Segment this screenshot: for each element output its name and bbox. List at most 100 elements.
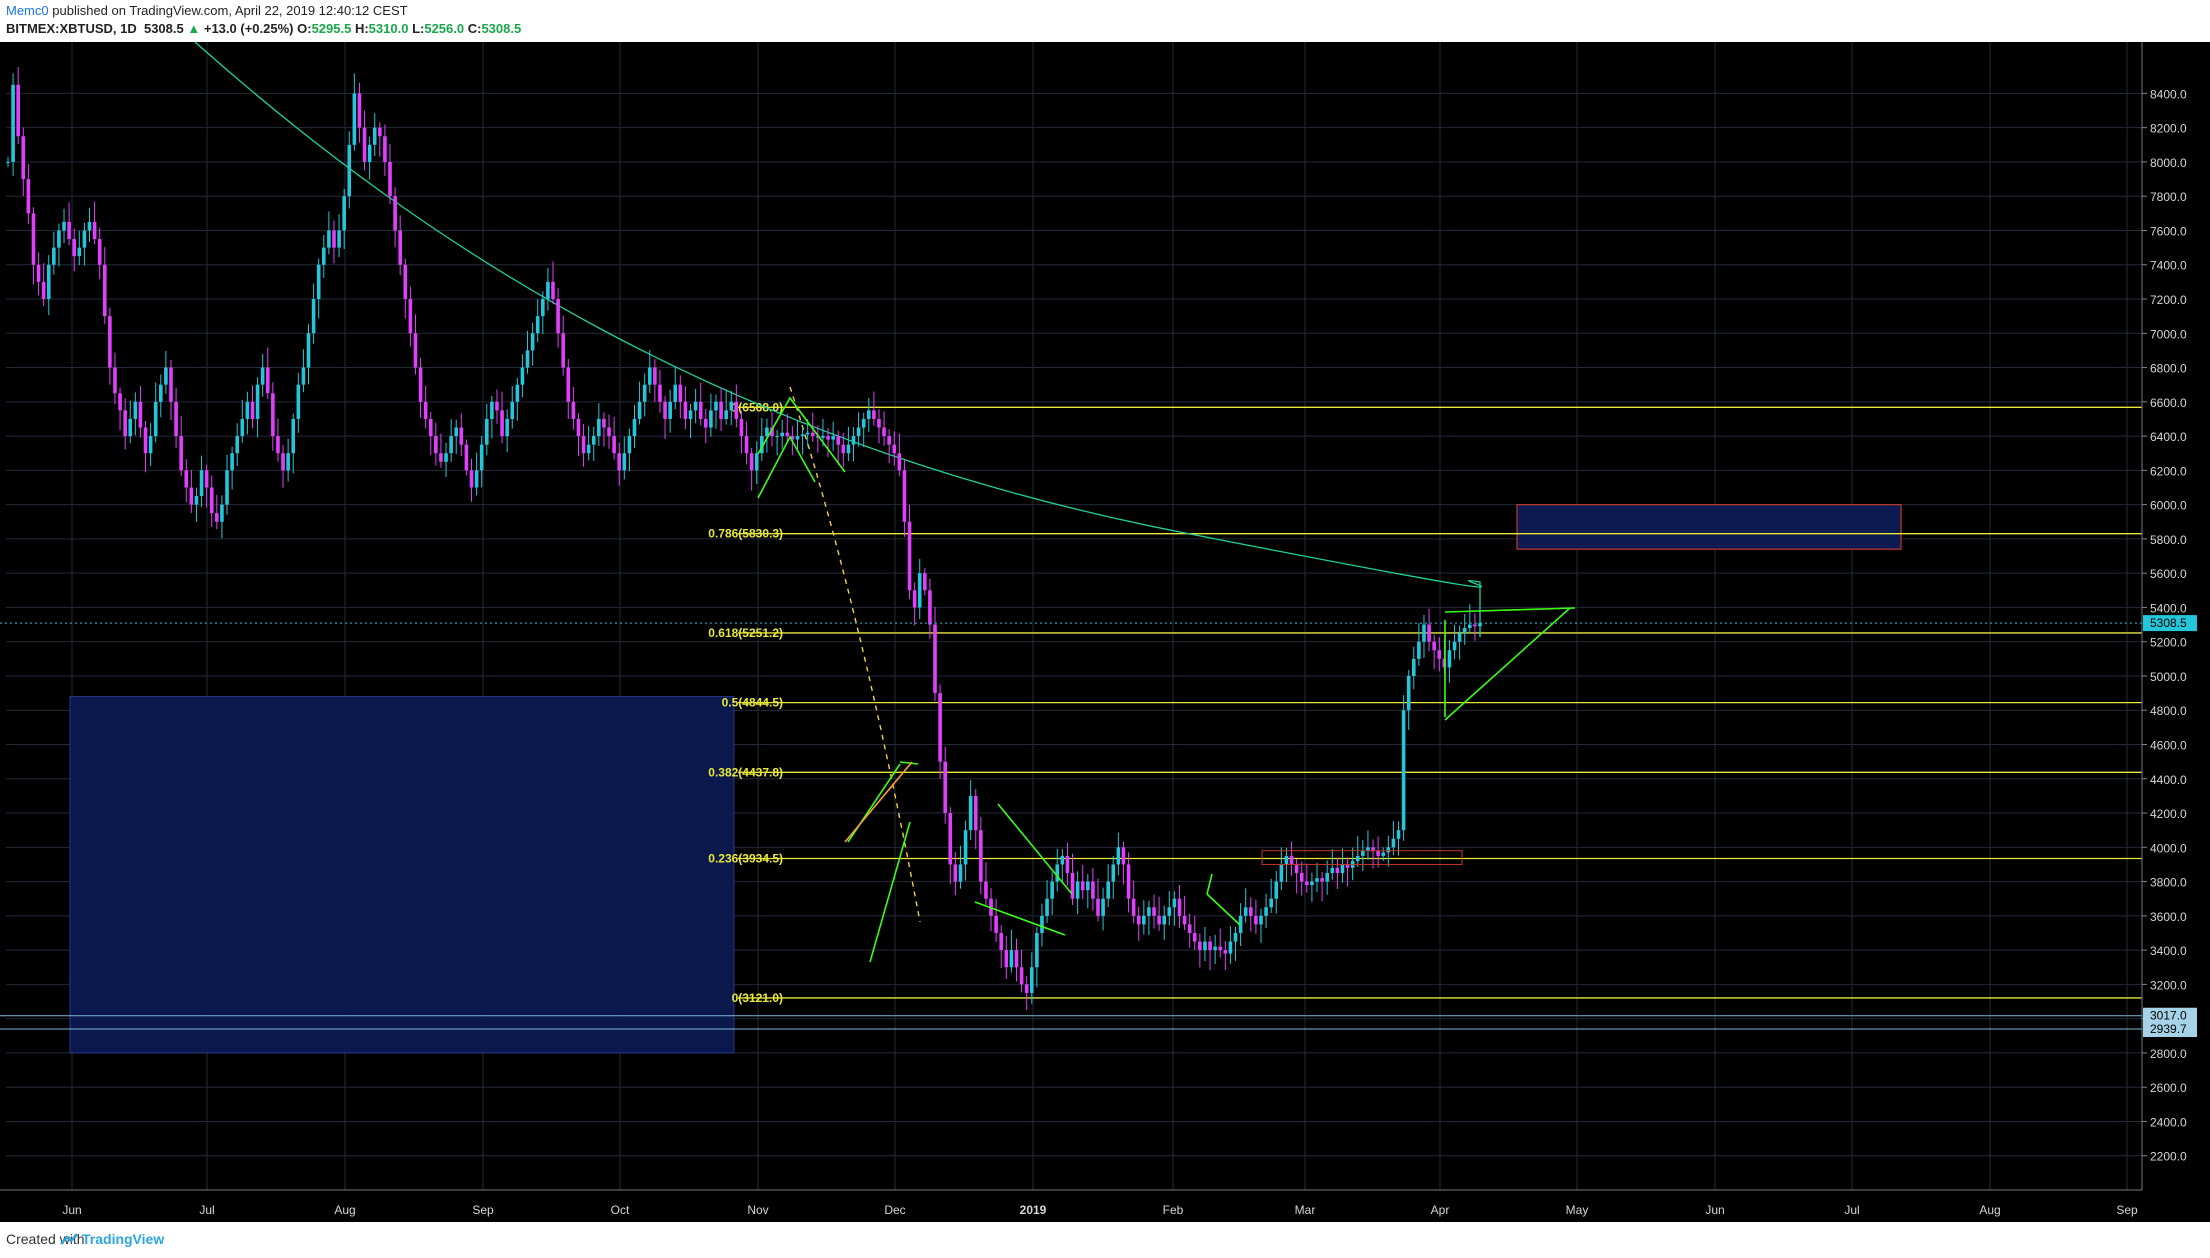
y-tick-label: 6600.0 xyxy=(2150,396,2187,410)
candle-body xyxy=(984,881,988,899)
candle-body xyxy=(1096,898,1100,916)
candle-body xyxy=(673,384,678,402)
candle-body xyxy=(943,761,947,814)
candle-body xyxy=(800,434,805,437)
candle-body xyxy=(1315,878,1319,882)
candle-body xyxy=(108,316,112,368)
candle-body xyxy=(342,196,346,231)
candle-body xyxy=(1320,878,1324,882)
high-value: 5310.0 xyxy=(368,21,409,36)
candle-body xyxy=(1182,915,1187,925)
candle-body xyxy=(1462,627,1467,634)
candle-body xyxy=(703,418,708,428)
x-tick-label: Jun xyxy=(62,1203,81,1217)
pattern-line xyxy=(869,821,911,963)
pattern-line xyxy=(757,396,846,473)
candle-body xyxy=(1376,850,1380,856)
candle-body xyxy=(332,230,336,248)
price-badge-label: 3017.0 xyxy=(2150,1009,2187,1023)
fib-label: 0.786(5830.3) xyxy=(708,527,783,541)
candle-body xyxy=(1361,850,1365,856)
candle-body xyxy=(1080,881,1085,891)
fib-label: 0.618(5251.2) xyxy=(708,626,783,640)
candle-body xyxy=(383,136,387,162)
candle-body xyxy=(220,504,224,522)
candle-body xyxy=(923,573,927,591)
price-badge-bg xyxy=(2143,1020,2197,1037)
candle-body xyxy=(245,401,250,419)
pattern-line xyxy=(1444,607,1571,721)
candle-body xyxy=(785,432,790,437)
candle-body xyxy=(591,436,596,445)
candle-body xyxy=(1391,838,1396,848)
candle-body xyxy=(87,221,92,231)
price-chart[interactable]: 1(6568.0) 0.786(5830.3) 0.618(5251.2) 0.5(4… xyxy=(0,42,2210,1222)
candle-body xyxy=(790,436,795,440)
candle-body xyxy=(821,436,825,438)
candle-body xyxy=(311,299,316,334)
candle-body xyxy=(739,418,744,437)
candle-body xyxy=(128,418,133,437)
candle-body xyxy=(1004,950,1009,968)
tradingview-brand[interactable]: TradingView xyxy=(82,1231,165,1247)
candle-body xyxy=(97,239,102,265)
candle-body xyxy=(184,470,189,488)
y-tick-label: 2200.0 xyxy=(2150,1150,2187,1164)
candle-body xyxy=(408,299,413,334)
candle-body xyxy=(209,487,214,514)
candle-body xyxy=(357,93,362,128)
candle-body xyxy=(1060,855,1065,865)
candle-body xyxy=(1187,924,1192,933)
candle-body xyxy=(1411,658,1416,676)
candle-body xyxy=(1223,950,1228,954)
candle-body xyxy=(1478,623,1482,627)
candle-body xyxy=(393,196,397,231)
y-tick-label: 7600.0 xyxy=(2150,224,2187,238)
y-tick-label: 3400.0 xyxy=(2150,944,2187,958)
x-tick-label: Sep xyxy=(2116,1203,2138,1217)
candle-body xyxy=(1381,852,1386,856)
y-tick-label: 3200.0 xyxy=(2150,978,2187,992)
candle-body xyxy=(77,247,82,257)
candle-body xyxy=(26,179,31,214)
candle-body xyxy=(388,161,392,197)
y-tick-label: 7800.0 xyxy=(2150,190,2187,204)
chart-area[interactable]: 1(6568.0) 0.786(5830.3) 0.618(5251.2) 0.5(4… xyxy=(0,42,2210,1222)
candle-body xyxy=(622,453,627,471)
candle-body xyxy=(877,418,881,428)
candle-body xyxy=(933,624,937,694)
y-tick-label: 4200.0 xyxy=(2150,807,2187,821)
pattern-line xyxy=(899,761,919,765)
candle-body xyxy=(1299,873,1304,882)
candle-body xyxy=(1045,898,1049,916)
candle-body xyxy=(1340,864,1345,874)
candle-body xyxy=(250,401,255,419)
candle-body xyxy=(495,401,499,411)
candle-body xyxy=(133,401,138,419)
candle-body xyxy=(775,436,779,438)
candle-body xyxy=(1279,864,1284,882)
candle-body xyxy=(770,427,774,437)
candle-body xyxy=(403,264,408,300)
candle-body xyxy=(724,410,728,419)
candle-body xyxy=(810,432,815,437)
candle-body xyxy=(459,427,464,445)
candle-body xyxy=(428,418,433,437)
candle-body xyxy=(994,915,998,933)
candle-body xyxy=(118,393,122,411)
candle-body xyxy=(169,367,173,402)
time-axis[interactable]: Jun Jul Aug Sep Oct Nov Dec 2019 Feb Mar Apr May Jun… xyxy=(0,1189,2142,1217)
candle-body xyxy=(189,487,194,505)
candle-body xyxy=(418,367,423,402)
candle-body xyxy=(367,144,372,162)
candle-body xyxy=(642,384,647,402)
candle-body xyxy=(1447,650,1452,668)
candle-body xyxy=(581,436,586,454)
candle-body xyxy=(159,384,163,402)
publisher-link[interactable]: Memc0 xyxy=(6,3,49,18)
range-box xyxy=(1261,850,1463,865)
x-tick-label: Aug xyxy=(1979,1203,2000,1217)
y-tick-label: 5800.0 xyxy=(2150,533,2187,547)
low-label: L: xyxy=(412,21,425,36)
candle-body xyxy=(1147,907,1151,916)
